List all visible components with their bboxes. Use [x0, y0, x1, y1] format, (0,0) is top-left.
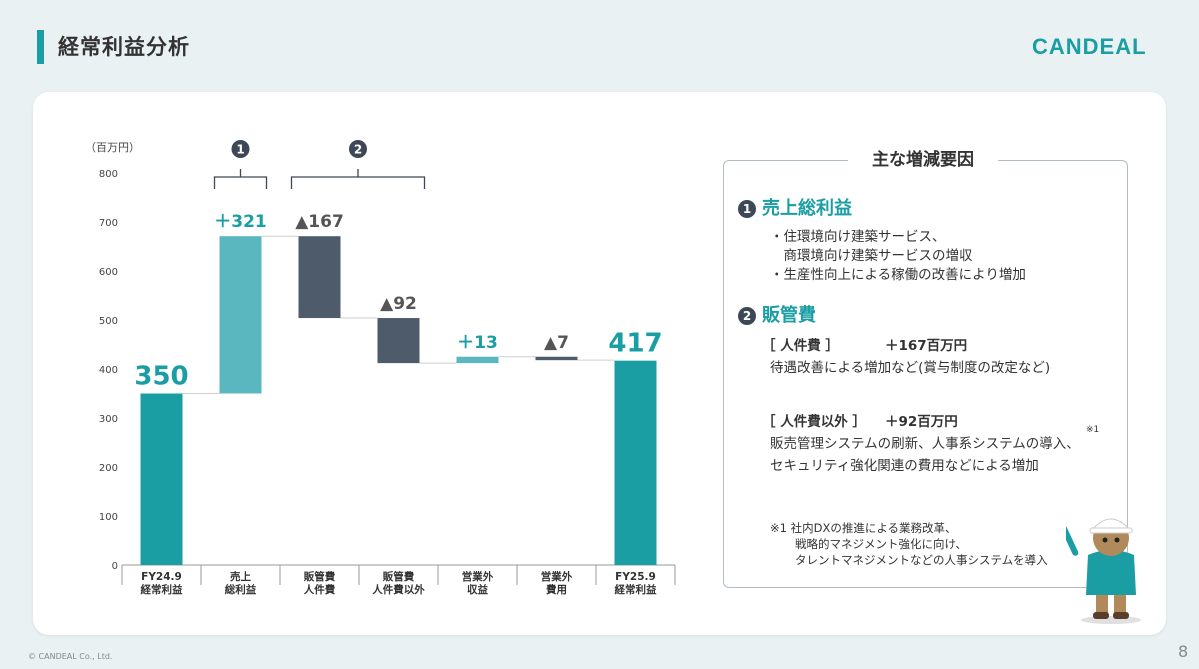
group-bracket [290, 169, 426, 189]
group-number-badge [231, 140, 250, 158]
x-tick-label: 費用 [546, 583, 567, 596]
y-tick-label: 400 [99, 365, 118, 376]
x-tick-label: 総利益 [225, 583, 257, 596]
x-tick-label: FY25.9 [615, 571, 656, 583]
waterfall-bar [298, 236, 341, 319]
y-tick-label: 800 [99, 169, 118, 180]
x-tick-label: 売上 [230, 570, 251, 583]
page-title: 経常利益分析 [58, 35, 190, 59]
factor-2-number: 2 [738, 307, 756, 325]
factor-1-number: 1 [738, 200, 756, 218]
y-axis-unit-label: （百万円） [85, 141, 140, 154]
y-tick-label: 100 [99, 512, 118, 523]
y-tick-label: 600 [99, 267, 118, 278]
factor-1-line-1: ・住環境向け建築サービス、 [770, 229, 946, 245]
mascot-illustration [1066, 518, 1141, 624]
factor-1-heading: 1 売上総利益 [738, 197, 852, 221]
note-mark: ※1 [1086, 425, 1100, 435]
waterfall-bar [456, 356, 499, 364]
group-number: 1 [236, 143, 244, 157]
group-number-badge [349, 140, 367, 158]
factor-2-label: 販管費 [762, 305, 816, 326]
non-personnel-label: ［ 人件費以外 ］ [762, 414, 866, 430]
y-tick-label: 700 [99, 218, 118, 229]
waterfall-bar [219, 236, 262, 394]
y-tick-label: 300 [99, 414, 118, 425]
waterfall-bar [535, 356, 578, 361]
x-tick-label: 販管費 [383, 570, 415, 583]
factor-2-heading: 2 販管費 [738, 304, 816, 328]
non-personnel-desc-2: セキュリティ強化関連の費用などによる増加 [770, 458, 1039, 474]
company-logo: CANDEAL [1032, 34, 1147, 59]
x-tick-label: 収益 [467, 583, 488, 596]
waterfall-bar [614, 360, 657, 565]
footnote-line-3: タレントマネジメントなどの人事システムを導入 [795, 553, 1048, 567]
data-label: ▲167 [295, 212, 344, 232]
data-label: 417 [608, 329, 662, 359]
data-label: ＋321 [214, 212, 267, 232]
data-label: ＋13 [457, 333, 498, 353]
x-tick-label: FY24.9 [141, 571, 182, 583]
x-tick-label: 人件費 [304, 583, 336, 596]
x-tick-label: 営業外 [462, 570, 494, 583]
x-tick-label: 人件費以外 [372, 583, 425, 596]
title-accent-bar [37, 30, 44, 64]
x-tick-label: 販管費 [304, 570, 336, 583]
data-label: ▲7 [544, 333, 569, 353]
y-tick-label: 500 [99, 316, 118, 327]
factor-1-label: 売上総利益 [762, 198, 852, 219]
non-personnel-desc-1: 販売管理システムの刷新、人事系システムの導入、 [770, 436, 1080, 452]
footnote-line-2: 戦略的マネジメント強化に向け、 [795, 537, 967, 551]
group-number: 2 [354, 143, 362, 157]
factors-box [723, 160, 1128, 588]
factors-title: 主な増減要因 [848, 147, 998, 173]
x-tick-label: 経常利益 [141, 583, 183, 596]
page-number: 8 [1178, 642, 1189, 661]
group-bracket [213, 169, 268, 189]
personnel-label: ［ 人件費 ］ [762, 338, 839, 354]
waterfall-bar [377, 318, 420, 364]
data-label: ▲92 [380, 294, 417, 314]
y-tick-label: 200 [99, 463, 118, 474]
personnel-desc: 待遇改善による増加など(賞与制度の改定など) [770, 360, 1051, 376]
footnote-line-1: ※1 社内DXの推進による業務改革、 [770, 521, 957, 535]
x-tick-label: 経常利益 [615, 583, 657, 596]
data-label: 350 [134, 362, 188, 392]
factor-1-line-3: ・生産性向上による稼働の改善により増加 [770, 267, 1026, 283]
personnel-amount: ＋167百万円 [885, 338, 968, 354]
x-tick-label: 営業外 [541, 570, 573, 583]
y-tick-label: 0 [112, 561, 118, 572]
copyright: © CANDEAL Co., Ltd. [28, 652, 113, 661]
non-personnel-amount: ＋92百万円 [885, 414, 958, 430]
factor-1-line-2: 商環境向け建築サービスの増収 [770, 248, 973, 264]
waterfall-bar [140, 393, 183, 565]
